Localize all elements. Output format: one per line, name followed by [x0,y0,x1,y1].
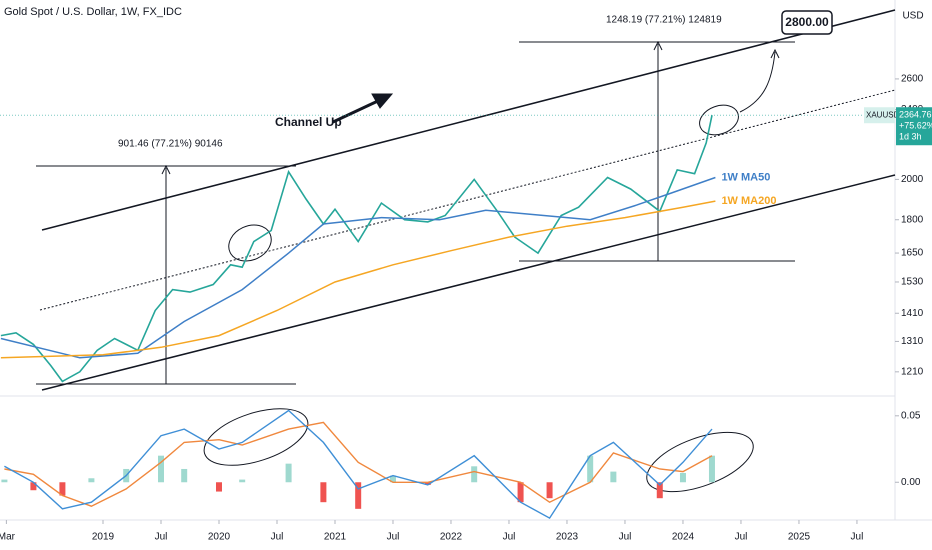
x-tick-label: 2023 [556,532,579,543]
histogram-bar [285,463,292,483]
annotation: 901.46 (77.21%) 90146 [118,139,223,150]
histogram-bar [30,482,37,491]
histogram-bar [546,482,553,499]
symbol-tag [864,107,895,124]
x-tick-label: 2025 [788,532,811,543]
histogram-bar [471,466,478,483]
x-tick-label: 2021 [324,532,347,543]
ellipse [203,408,309,466]
histogram-bar [88,478,95,483]
histogram-bar [215,482,222,492]
y-tick-label: 0.05 [901,410,921,421]
x-tick-label: Jul [155,532,168,543]
x-tick-label: Jul [851,532,864,543]
x-tick-label: 2024 [672,532,695,543]
price-tag [896,107,932,146]
channel-upper [41,9,896,231]
histogram-bar [424,482,431,485]
x-tick-label: Jul [619,532,632,543]
histogram-bar [355,482,362,509]
x-tick-label: Jul [387,532,400,543]
y-tick-label: 0.00 [901,477,921,488]
macd-line [4,409,713,520]
drawings [36,9,896,493]
trend-arrow [332,98,381,124]
y-tick-label: 1530 [901,277,924,288]
channel-mid [39,89,896,311]
y-tick-label: 1310 [901,336,924,347]
arrow-head [371,93,394,109]
y-tick-label: 1410 [901,308,924,319]
x-tick-label: 2022 [440,532,463,543]
arrow-head [653,40,663,51]
x-tick-label: Jul [735,532,748,543]
x-tick-label: Jul [271,532,284,543]
moving-average [0,200,716,359]
histogram-bar [656,482,663,499]
x-tick-label: Jul [503,532,516,543]
y-tick-label: 1800 [901,214,924,225]
series-label: 1W MA50 [721,171,770,183]
target-box [781,10,833,35]
histogram-bar [587,455,594,483]
series-label: 1W MA200 [721,195,776,207]
histogram-bar [181,468,188,483]
y-tick-label: 2600 [901,74,924,85]
histogram-bar [320,482,327,503]
arrow-head [770,48,780,59]
moving-average [0,176,716,359]
histogram-bar [389,475,396,483]
histogram-bar [157,455,164,483]
histogram-bar [679,472,686,483]
ellipse [646,431,754,493]
symbol-label: XAUUSD [866,110,900,119]
histogram-bar [239,479,246,483]
histogram-bar [59,482,66,496]
chart-title: Gold Spot / U.S. Dollar, 1W, FX_IDC [4,6,182,18]
annotation: 1248.19 (77.21%) 124819 [606,15,722,26]
axis-unit: USD [902,11,923,22]
histogram-bar [517,482,524,503]
countdown-label: 1d 3h [899,132,922,142]
change-label: +75.62% [899,121,932,131]
last-price-label: 2364.76 [899,110,932,120]
x-tick-label: Mar [0,532,16,543]
histogram-bar [610,471,617,483]
annotation: Channel Up [275,115,342,129]
channel-lower [41,174,896,391]
x-tick-label: 2019 [92,532,115,543]
x-tick-label: 2020 [208,532,231,543]
y-tick-label: 2000 [901,174,924,185]
histogram-bar [708,455,715,483]
signal-line [4,421,713,507]
y-tick-label: 1650 [901,248,924,259]
ellipse [228,224,272,262]
y-tick-label: 1210 [901,366,924,377]
histogram-bar [1,479,8,483]
arrow-head [161,164,171,175]
target-label: 2800.00 [785,15,829,29]
ellipse [699,104,739,136]
curved-arrow [739,51,776,113]
